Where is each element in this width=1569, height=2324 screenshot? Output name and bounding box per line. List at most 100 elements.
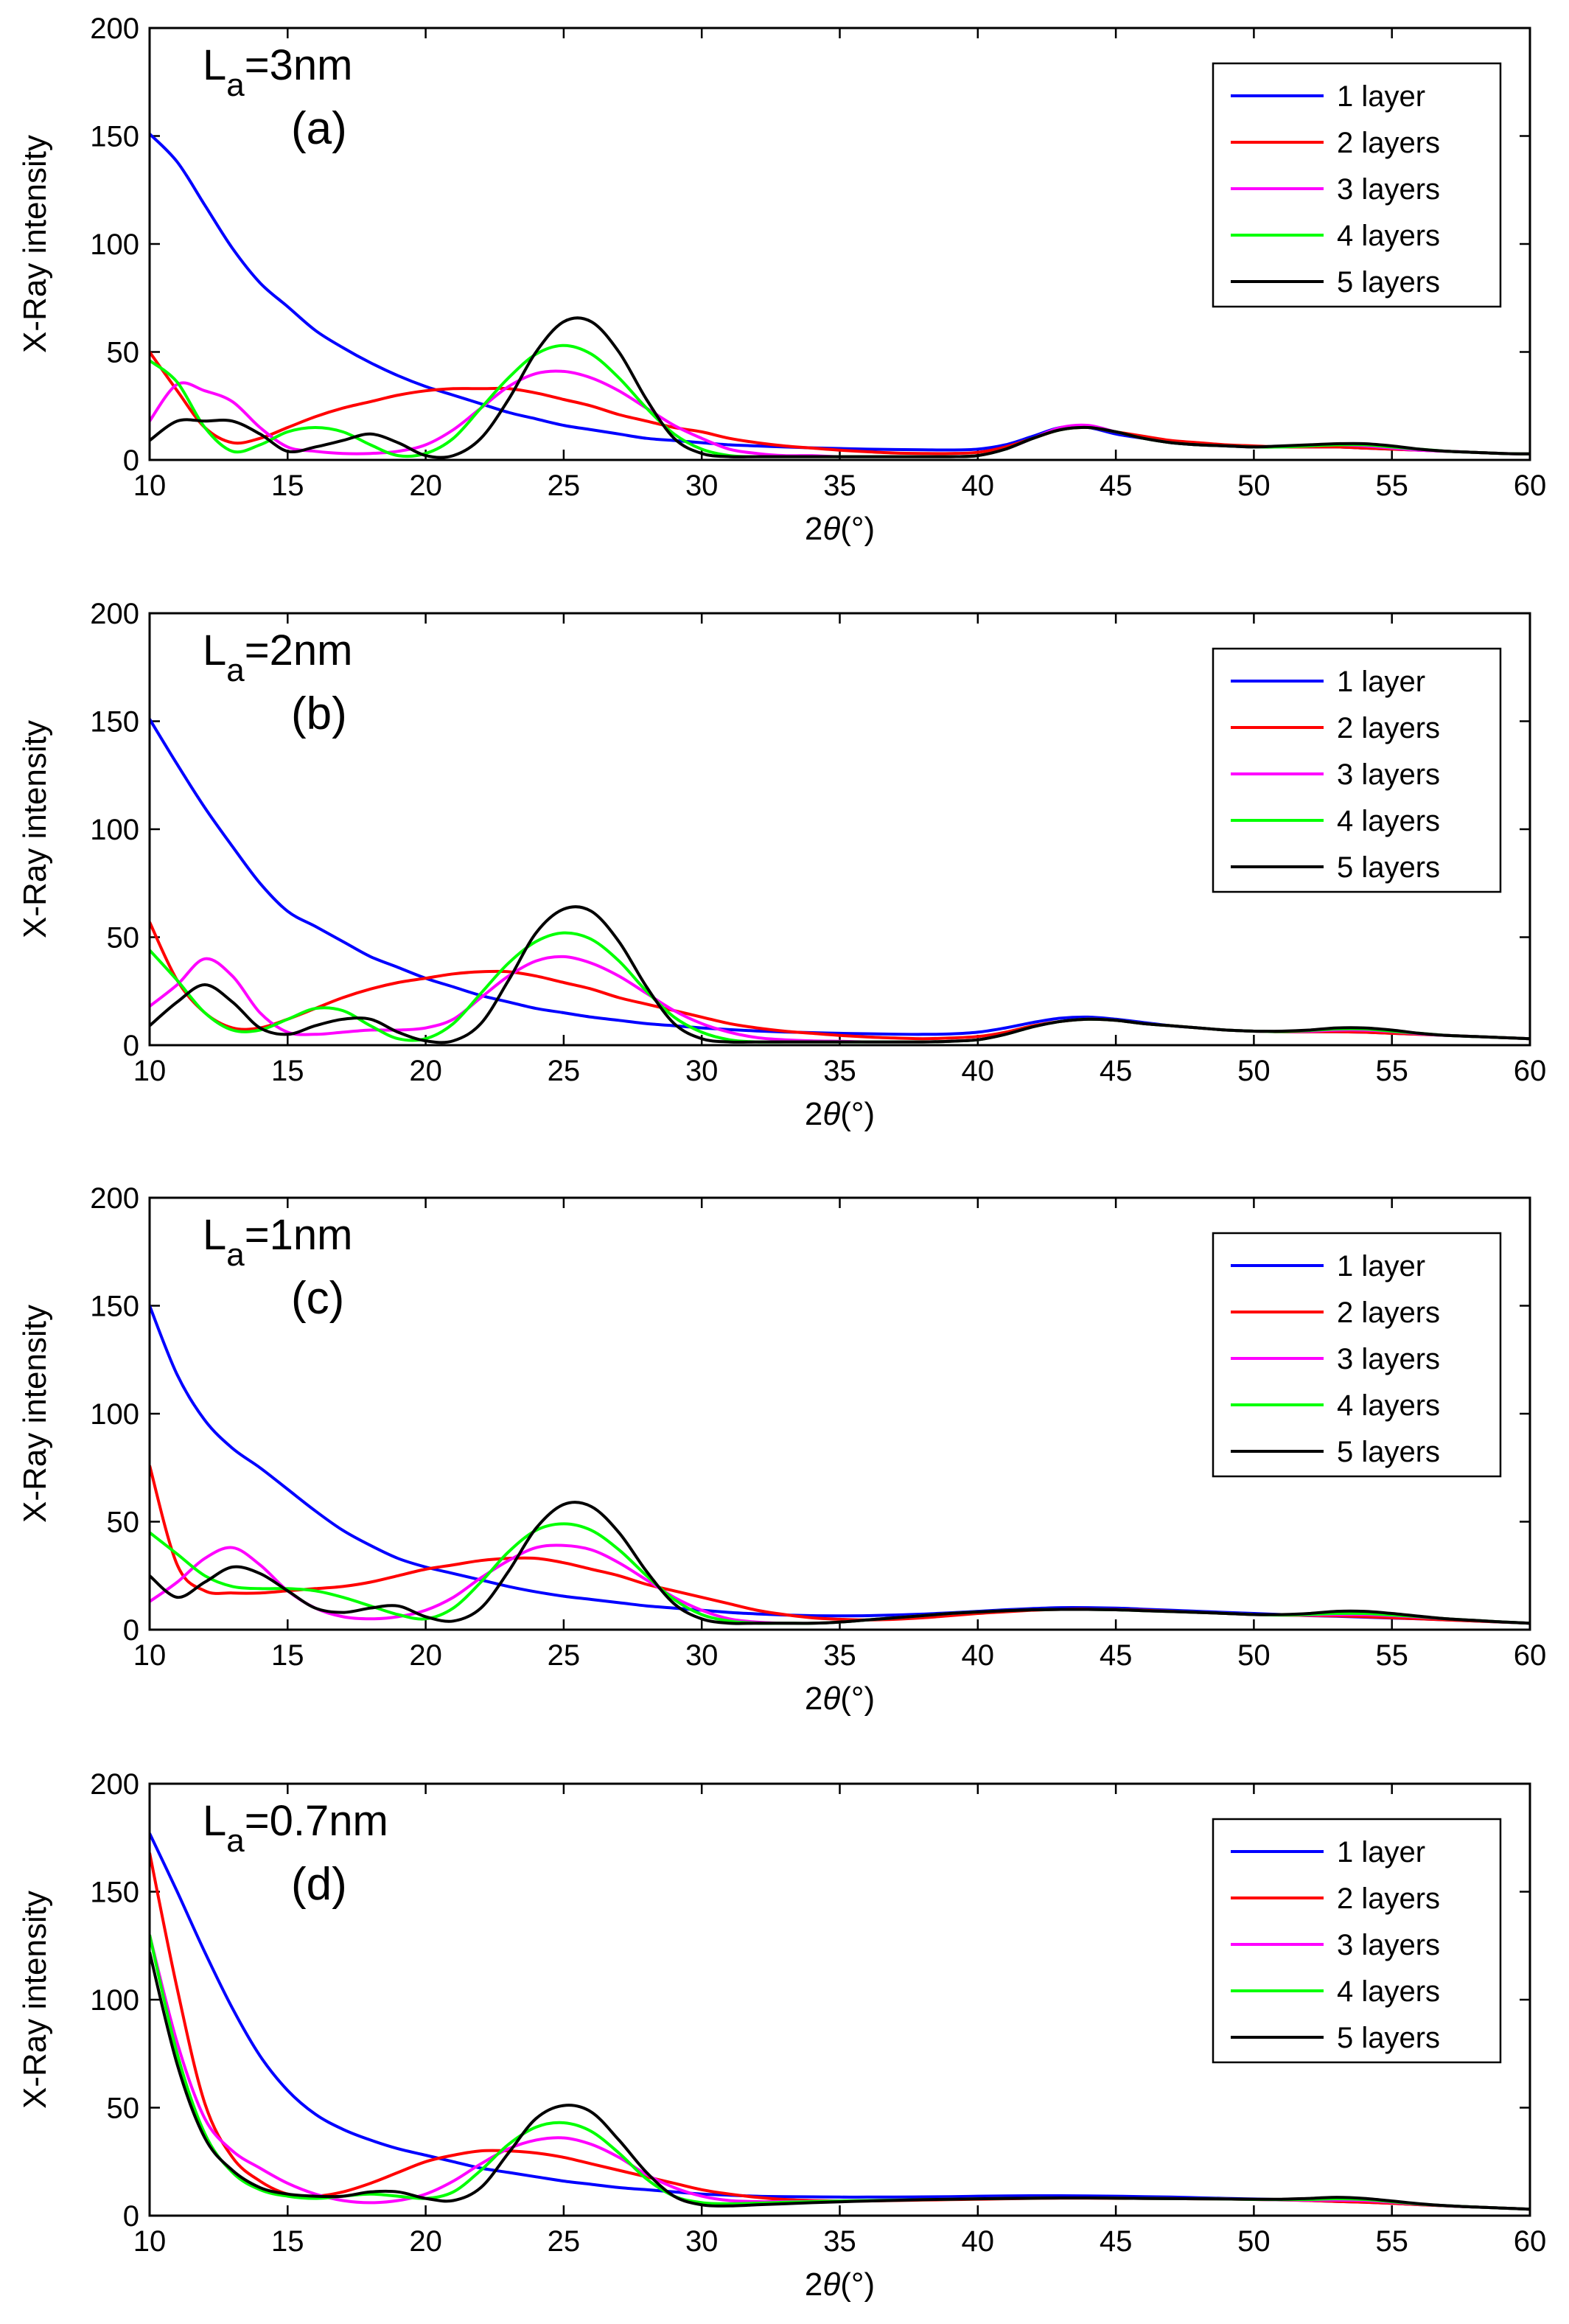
y-tick-label: 100 [90, 228, 139, 261]
legend-entry-label: 3 layers [1337, 758, 1440, 791]
legend-entry-label: 1 layer [1337, 1836, 1425, 1868]
panel-label: (d) [291, 1859, 347, 1910]
y-tick-label: 150 [90, 1291, 139, 1323]
legend-box [1212, 647, 1502, 893]
x-tick-label: 60 [1514, 2225, 1547, 2258]
legend-entry-label: 5 layers [1337, 851, 1440, 884]
panel-label: (c) [291, 1273, 344, 1324]
x-tick-label: 35 [823, 2225, 856, 2258]
y-tick-label: 50 [107, 1507, 140, 1539]
series-group [150, 718, 1530, 1044]
x-tick-label: 25 [548, 1055, 581, 1087]
legend-entry-label: 4 layers [1337, 220, 1440, 252]
x-tick-label: 55 [1375, 1055, 1408, 1087]
x-tick-label: 45 [1100, 1639, 1133, 1672]
legend-entry-label: 4 layers [1337, 805, 1440, 837]
x-tick-label: 35 [823, 470, 856, 502]
x-tick-label: 15 [271, 2225, 304, 2258]
chart-panel-3: 10 15 20 25 30 35 40 45 50 55 60 0 50 100 150 200 La=1nm… [17, 1182, 1546, 1717]
series-line-5 [150, 316, 1530, 459]
legend-entry-label: 2 layers [1337, 1297, 1440, 1329]
x-tick-label: 15 [271, 1639, 304, 1672]
x-tick-label: 50 [1237, 1639, 1271, 1672]
x-tick-label: 25 [548, 470, 581, 502]
x-tick-label: 15 [271, 1055, 304, 1087]
plot-frame [148, 1782, 1531, 2217]
legend-entry-label: 2 layers [1337, 712, 1440, 744]
x-tick-label: 55 [1375, 2225, 1408, 2258]
y-tick-label: 100 [90, 1398, 139, 1431]
legend-entry-label: 3 layers [1337, 1929, 1440, 1961]
x-axis-label: 2θ(°) [805, 1681, 875, 1717]
x-tick-label: 20 [409, 470, 442, 502]
legend-entry-label: 1 layer [1337, 666, 1425, 698]
y-tick-label: 0 [123, 2200, 139, 2233]
y-axis-label: X-Ray intensity [17, 1891, 53, 2109]
legend-entry-label: 5 layers [1337, 1436, 1440, 1468]
legend-entry-label: 2 layers [1337, 1882, 1440, 1915]
y-tick-label: 200 [90, 598, 139, 630]
x-tick-label: 20 [409, 1055, 442, 1087]
plot-frame [148, 27, 1531, 461]
x-tick-label: 50 [1237, 470, 1271, 502]
x-tick-label: 60 [1514, 1639, 1547, 1672]
panel-title: La=1nm [203, 1211, 352, 1273]
x-tick-label: 45 [1100, 470, 1133, 502]
x-tick-label: 25 [548, 2225, 581, 2258]
y-tick-label: 200 [90, 1768, 139, 1801]
y-tick-label: 150 [90, 706, 139, 739]
x-tick-label: 30 [685, 1055, 719, 1087]
y-tick-label: 0 [123, 444, 139, 477]
legend-entry-label: 2 layers [1337, 127, 1440, 159]
x-tick-label: 10 [133, 1055, 167, 1087]
panel-label: (a) [291, 103, 347, 154]
x-tick-label: 45 [1100, 1055, 1133, 1087]
x-tick-label: 60 [1514, 1055, 1547, 1087]
y-tick-label: 150 [90, 121, 139, 153]
x-tick-label: 35 [823, 1639, 856, 1672]
y-tick-label: 200 [90, 1182, 139, 1215]
series-group [150, 133, 1530, 459]
plot-frame [148, 1196, 1531, 1631]
y-tick-label: 50 [107, 2093, 140, 2125]
panel-title: La=0.7nm [203, 1797, 388, 1859]
x-axis-label: 2θ(°) [805, 2267, 875, 2303]
x-tick-label: 40 [962, 470, 995, 502]
y-tick-label: 200 [90, 13, 139, 45]
x-tick-label: 20 [409, 2225, 442, 2258]
x-tick-label: 10 [133, 2225, 167, 2258]
x-tick-label: 25 [548, 1639, 581, 1672]
y-tick-label: 100 [90, 1984, 139, 2017]
x-tick-label: 55 [1375, 470, 1408, 502]
chart-panel-1: 10 15 20 25 30 35 40 45 50 55 60 0 50 100 150 200 La=3nm… [17, 13, 1546, 547]
legend-entry-label: 5 layers [1337, 266, 1440, 299]
x-tick-label: 60 [1514, 470, 1547, 502]
legend-entry-label: 1 layer [1337, 1250, 1425, 1283]
x-tick-label: 35 [823, 1055, 856, 1087]
series-group [150, 1832, 1530, 2211]
y-tick-label: 100 [90, 814, 139, 846]
legend-entry-label: 3 layers [1337, 1343, 1440, 1375]
y-axis-label: X-Ray intensity [17, 1305, 53, 1523]
x-axis-label: 2θ(°) [805, 511, 875, 547]
y-tick-label: 0 [123, 1030, 139, 1062]
x-tick-label: 30 [685, 470, 719, 502]
y-axis-label: X-Ray intensity [17, 135, 53, 353]
y-tick-label: 0 [123, 1614, 139, 1647]
series-group [150, 1305, 1530, 1625]
y-tick-label: 50 [107, 922, 140, 955]
x-axis-label: 2θ(°) [805, 1096, 875, 1132]
legend-box [1212, 1232, 1502, 1478]
x-tick-label: 10 [133, 470, 167, 502]
series-line-5 [150, 1501, 1530, 1625]
x-tick-label: 50 [1237, 2225, 1271, 2258]
x-tick-label: 30 [685, 2225, 719, 2258]
legend-entry-label: 1 layer [1337, 80, 1425, 113]
legend-entry-label: 3 layers [1337, 173, 1440, 206]
panel-title: La=2nm [203, 627, 352, 688]
legend-box [1212, 1818, 1502, 2064]
x-tick-label: 55 [1375, 1639, 1408, 1672]
y-axis-label: X-Ray intensity [17, 720, 53, 938]
plot-frame [148, 612, 1531, 1047]
